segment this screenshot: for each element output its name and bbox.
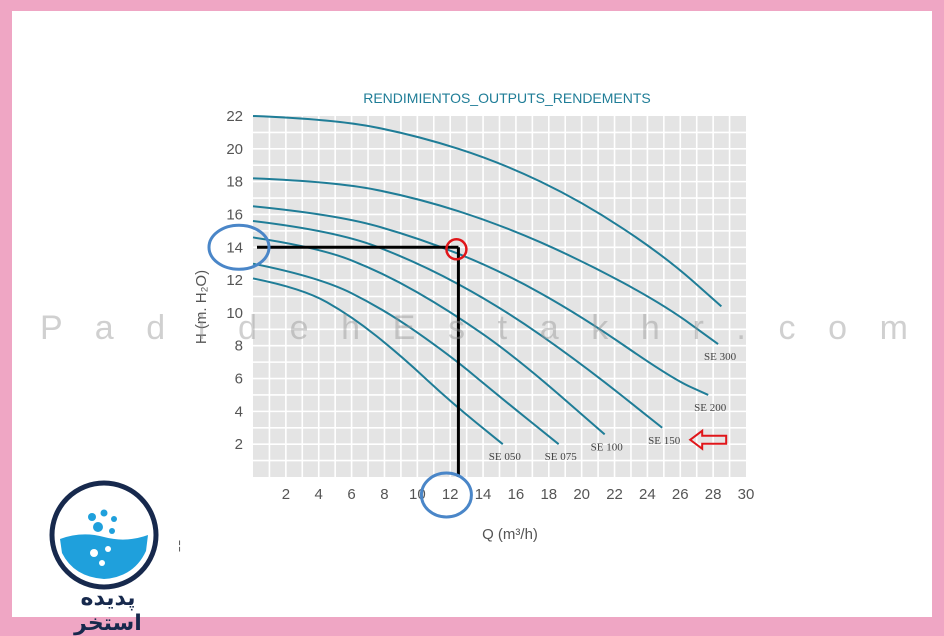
y-tick-label: 6 <box>235 371 243 388</box>
y-tick-label: 4 <box>235 403 243 420</box>
y-axis-label: H (m. H₂O) <box>193 270 210 344</box>
pump-curve <box>252 205 709 396</box>
y-tick-label: 12 <box>226 272 243 289</box>
x-tick-label: 30 <box>738 486 755 503</box>
logo-drop <box>111 516 117 522</box>
operating-point-annotation <box>207 223 728 519</box>
logo-bubble <box>99 560 105 566</box>
logo-bubble <box>105 546 111 552</box>
x-tick-label: 4 <box>315 486 323 503</box>
x-tick-label: 18 <box>540 486 557 503</box>
logo-ring <box>49 480 159 590</box>
y-tick-label: 10 <box>226 305 243 322</box>
series-label: SE 050 <box>489 451 522 463</box>
logo-drop <box>109 528 115 534</box>
pump-curve <box>252 177 719 345</box>
x-tick-label: 12 <box>442 486 459 503</box>
x-tick-label: 6 <box>347 486 355 503</box>
y-tick-label: 18 <box>226 174 243 191</box>
y-tick-label: 14 <box>226 239 243 256</box>
pump-curve <box>252 115 723 308</box>
pump-curve <box>252 236 606 436</box>
pump-curve <box>252 277 504 445</box>
x-tick-label: 8 <box>380 486 388 503</box>
x-tick-label: 2 <box>282 486 290 503</box>
pump-curve <box>252 262 560 445</box>
chart-title: RENDIMIENTOS_OUTPUTS_RENDEMENTS <box>363 90 651 106</box>
series-label: SE 150 <box>648 435 681 447</box>
y-tick-label: 2 <box>235 436 243 453</box>
logo-drop <box>88 513 96 521</box>
y-tick-label: 20 <box>226 141 243 158</box>
series-label: SE 100 <box>591 441 624 453</box>
x-tick-label: 28 <box>705 486 722 503</box>
operating-point-marker <box>445 238 468 261</box>
series-label: SE 075 <box>545 451 578 463</box>
logo-water <box>60 534 148 579</box>
highlight-flow-tick <box>419 471 473 519</box>
y-tick-label: 22 <box>226 108 243 125</box>
stray-mark: ¦ <box>178 538 181 552</box>
pump-curves <box>252 115 723 445</box>
x-axis-label: Q (m³/h) <box>482 526 538 543</box>
x-tick-label: 22 <box>606 486 623 503</box>
x-tick-label: 24 <box>639 486 656 503</box>
pump-performance-chart: RENDIMIENTOS_OUTPUTS_RENDEMENTS 24681012… <box>40 90 908 552</box>
image-frame: RENDIMIENTOS_OUTPUTS_RENDEMENTS 2 4 6 8 10 12… <box>12 11 932 636</box>
highlight-head-tick <box>207 223 271 271</box>
highlight-arrow <box>688 428 728 451</box>
y-tick-labels: 2 4 6 8 10 12 14 16 18 20 22 <box>226 108 243 453</box>
logo-drop <box>100 509 108 517</box>
brand-logo <box>49 480 159 590</box>
series-labels: SE 050 SE 075 SE 100 SE 150 SE 200 SE 300 <box>489 351 737 463</box>
x-tick-label: 16 <box>508 486 525 503</box>
logo-bubble <box>90 549 98 557</box>
y-tick-label: 8 <box>235 338 243 355</box>
series-label: SE 200 <box>694 402 727 414</box>
logo-drop <box>93 522 103 532</box>
x-tick-label: 26 <box>672 486 689 503</box>
x-tick-label: 20 <box>573 486 590 503</box>
series-label: SE 300 <box>704 351 737 363</box>
x-tick-labels: 2 4 6 8 10 12 14 16 18 20 22 24 26 28 30 <box>282 486 755 503</box>
x-tick-label: 14 <box>475 486 492 503</box>
y-tick-label: 16 <box>226 206 243 223</box>
